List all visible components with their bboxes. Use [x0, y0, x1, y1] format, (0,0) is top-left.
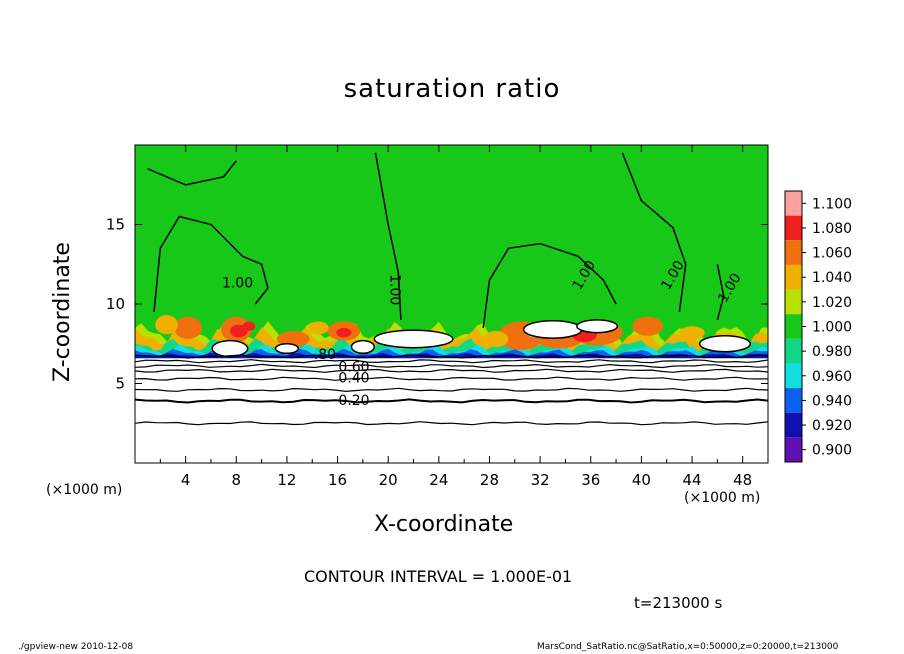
colorbar-label: 0.980: [812, 344, 852, 360]
contour-line-1: [135, 398, 768, 404]
patch-yellow-11: [679, 326, 705, 339]
unsaturated-pocket-3: [211, 339, 249, 358]
colorbar-swatch: [785, 191, 802, 216]
x-tick-label: 32: [531, 471, 550, 489]
contour-label-5: 1.00: [387, 274, 403, 305]
footer-source: MarsCond_SatRatio.nc@SatRatio,x=0:50000,…: [537, 642, 839, 652]
unsaturated-pocket-0: [373, 329, 454, 349]
footer-program: ./gpview-new 2010-12-08: [18, 642, 134, 652]
contour-label-2: 0.60: [338, 360, 369, 376]
patch-yellow-13: [308, 321, 329, 335]
x-tick-label: 28: [480, 471, 499, 489]
patch-orange-10: [632, 316, 663, 336]
contour-line-6: [135, 359, 768, 364]
colorbar-swatch: [785, 314, 802, 339]
contour-100-1: [374, 152, 402, 320]
colorbar-label: 0.900: [812, 443, 852, 459]
colorbar-swatch: [785, 388, 802, 413]
colorbar-label: 0.960: [812, 369, 852, 385]
y-tick-label: 5: [115, 375, 125, 393]
colorbar-label: 1.040: [812, 270, 852, 286]
colorbar-swatch: [785, 240, 802, 265]
colorbar-label: 1.100: [812, 196, 852, 212]
contour-100-0: [153, 215, 269, 313]
x-tick-label: 24: [429, 471, 448, 489]
colorbar-swatch: [785, 215, 802, 241]
unsaturated-pocket-2: [576, 319, 619, 334]
unsaturated-pocket-6: [274, 343, 300, 355]
z-unit-label: (×1000 m): [46, 482, 123, 498]
x-tick-label: 16: [328, 471, 347, 489]
colorbar-swatch: [785, 363, 802, 389]
contour-line-4: [135, 368, 768, 373]
x-tick-label: 36: [581, 471, 600, 489]
colorbar-swatch: [785, 289, 802, 315]
contour-line-0: [135, 421, 768, 426]
contour-label-4: 1.00: [222, 275, 253, 291]
patch-orange-3: [276, 331, 310, 347]
colorbar-swatch: [785, 412, 802, 438]
contour-label-1: 0.40: [338, 371, 369, 387]
patch-red-5: [336, 327, 352, 338]
x-tick-label: 20: [379, 471, 398, 489]
contour-100-3: [621, 152, 687, 313]
colorbar-label: 1.060: [812, 246, 852, 262]
x-axis-label: X-coordinate: [374, 512, 514, 537]
x-tick-label: 44: [682, 471, 701, 489]
unsaturated-pocket-4: [698, 335, 752, 353]
contour-100-5: [147, 160, 237, 186]
field-subsaturated: [135, 354, 768, 463]
plot-area: 0.200.400.60.801.00 1.00 1.00 1.00 1.00: [135, 145, 768, 463]
unsaturated-pocket-5: [350, 339, 376, 355]
patch-yellow-12: [155, 315, 179, 335]
colorbar-swatch: [785, 437, 802, 462]
colorbar-label: 0.940: [812, 393, 852, 409]
colorbar-swatch: [785, 264, 802, 290]
patch-orange-0: [174, 316, 203, 339]
colorbar-label: 0.920: [812, 418, 852, 434]
contour-interval-label: CONTOUR INTERVAL = 1.000E-01: [304, 567, 573, 586]
x-tick-label: 48: [733, 471, 752, 489]
time-label: t=213000 s: [634, 594, 723, 612]
contour-line-5: [135, 363, 768, 369]
contour-label-0: 0.20: [338, 393, 369, 409]
contour-line-7: [135, 354, 768, 359]
contour-100-2: [482, 242, 617, 328]
colorbar-label: 1.080: [812, 221, 852, 237]
contour-line-2: [135, 387, 768, 393]
colorbar-label: 1.000: [812, 320, 852, 336]
chart-title: saturation ratio: [343, 74, 561, 104]
contour-line-3: [135, 376, 768, 381]
unsaturated-pocket-1: [522, 319, 583, 339]
x-tick-label: 40: [632, 471, 651, 489]
contour-label-3: .80: [314, 347, 336, 363]
colorbar-label: 1.020: [812, 295, 852, 311]
x-unit-label: (×1000 m): [684, 490, 761, 506]
patch-red-16: [242, 321, 256, 332]
x-tick-label: 8: [232, 471, 242, 489]
contour-100-4: [716, 264, 725, 321]
y-tick-label: 15: [106, 216, 125, 234]
y-tick-label: 10: [106, 295, 125, 313]
x-tick-label: 12: [277, 471, 296, 489]
patch-yellow-14: [483, 331, 509, 347]
colorbar-swatch: [785, 338, 802, 364]
x-tick-label: 4: [181, 471, 191, 489]
